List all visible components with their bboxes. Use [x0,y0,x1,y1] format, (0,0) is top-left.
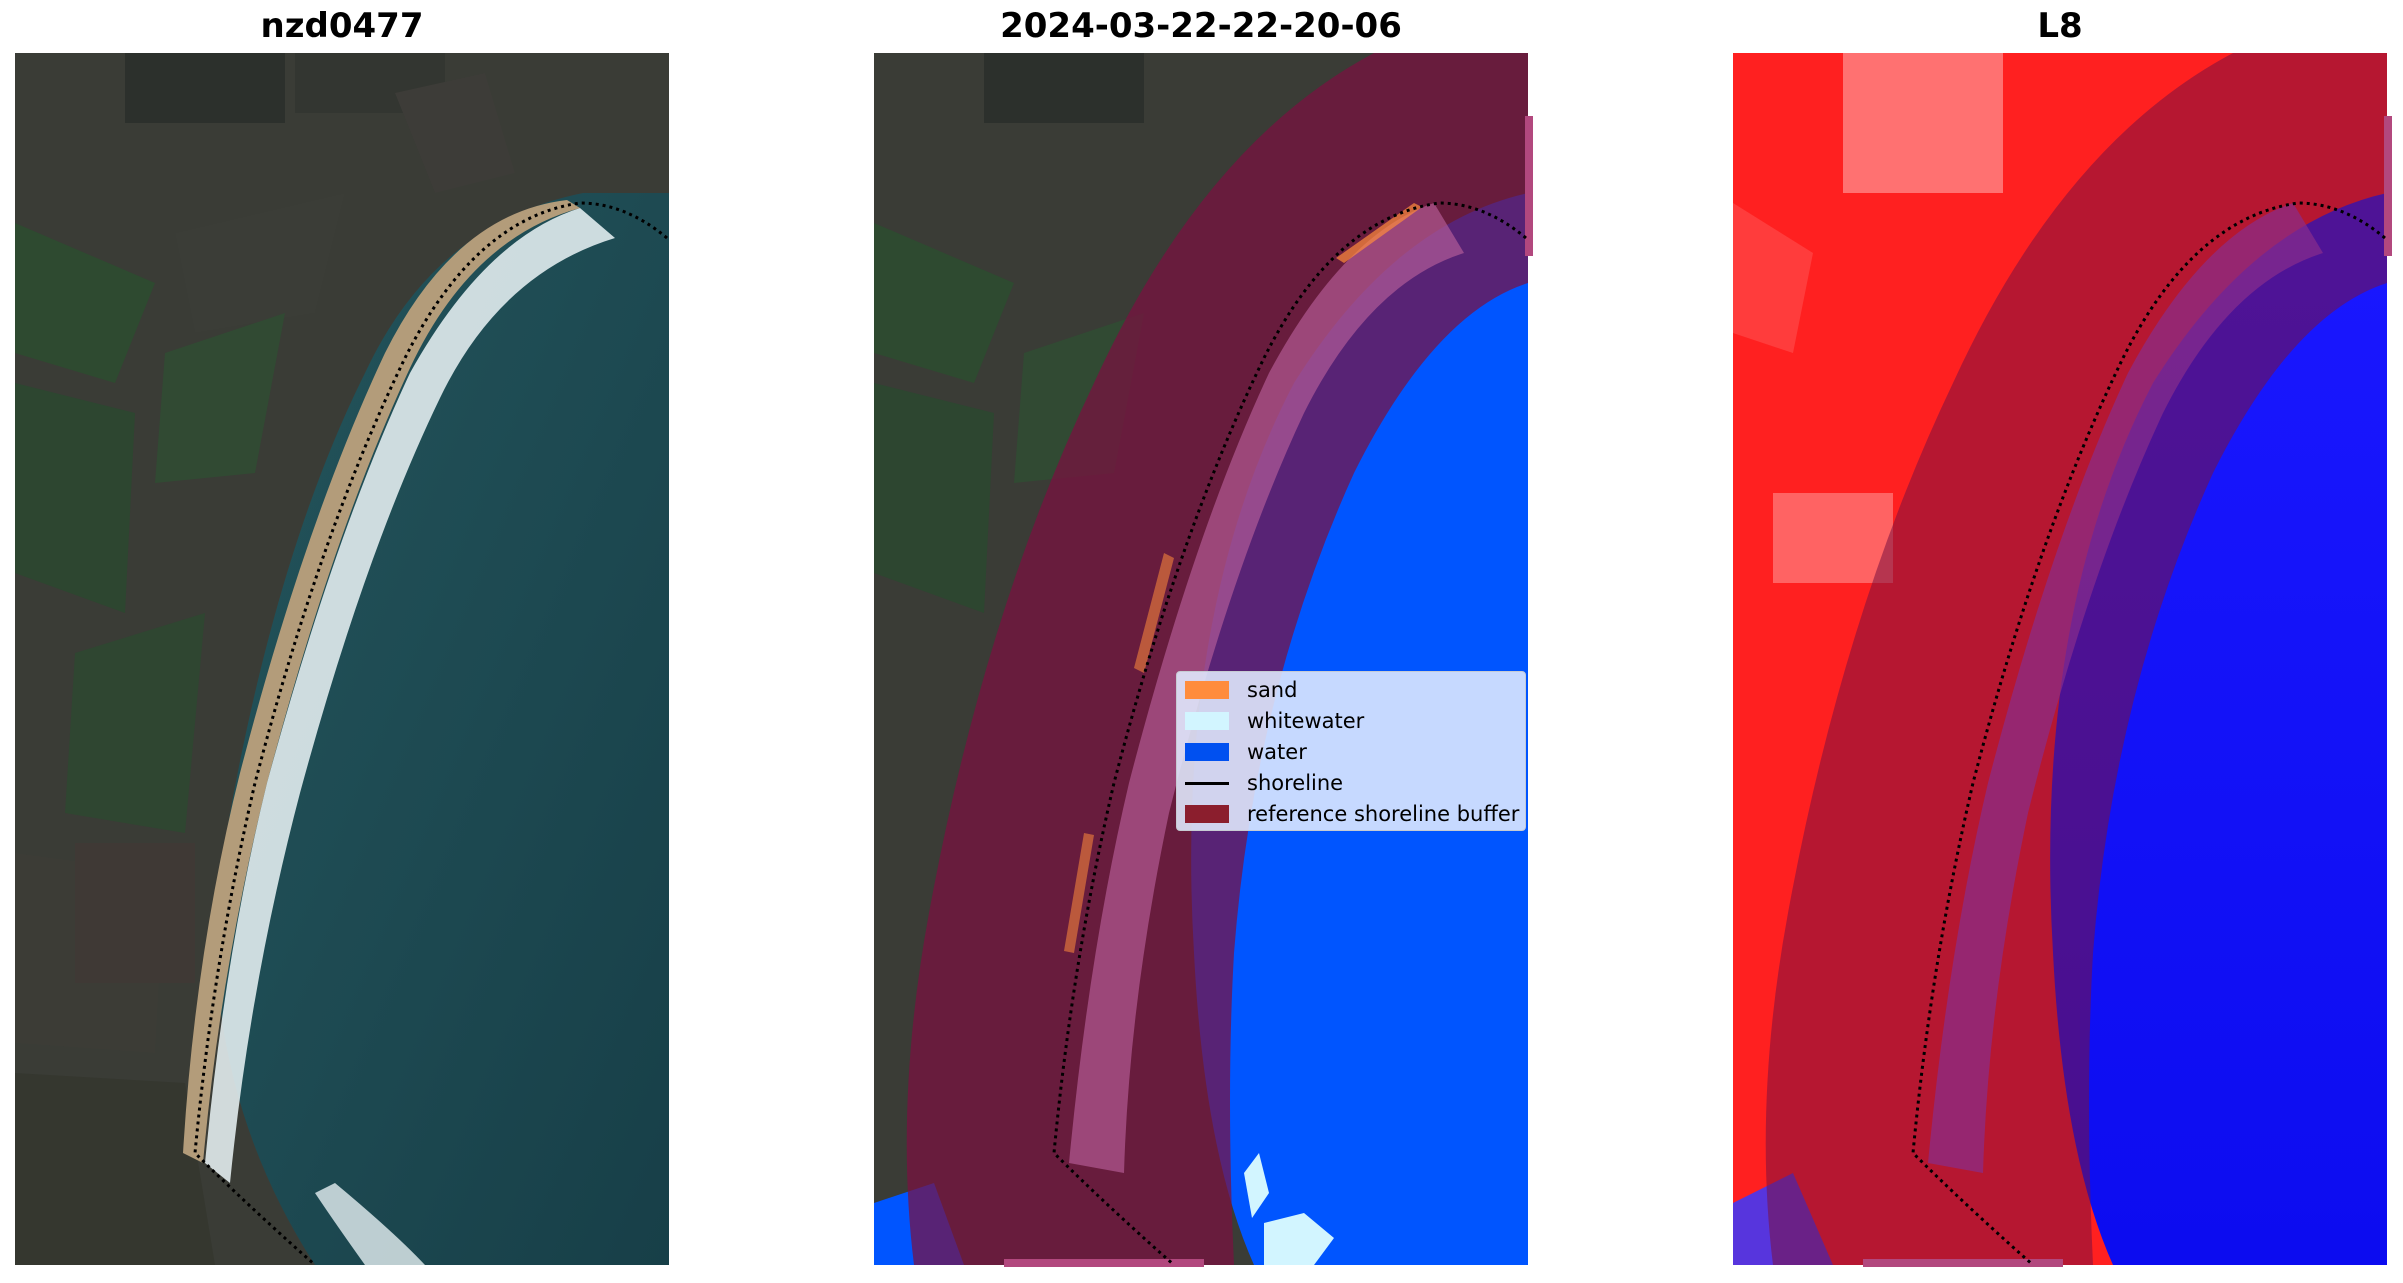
legend-item-whitewater: whitewater [1185,706,1364,736]
panel-title-rgb: nzd0477 [260,6,424,46]
legend-item-sand: sand [1185,675,1297,705]
surf-zone [315,1183,425,1265]
whitewater-class [1244,1153,1269,1218]
field [15,223,155,383]
field [75,843,195,983]
buffer-overlay [1765,53,2387,1265]
sand-class [1064,833,1094,953]
legend-label-buffer: reference shoreline buffer [1247,802,1520,826]
panel-title-index: L8 [2037,6,2083,46]
whitewater-class [1264,1213,1334,1265]
legend-line-shoreline [1185,781,1229,785]
field [125,53,285,123]
land-index-bright [1733,203,1813,353]
buffer-tab [1525,116,1533,256]
buffer-tab [1004,1259,1204,1267]
legend-item-water: water [1185,737,1307,767]
buffer-overlay [906,53,1528,1265]
buffer-tab [1863,1259,2063,1267]
sand-class [1134,553,1174,673]
field [874,223,1014,383]
buffer-inner-band [1069,203,1464,1173]
land-index-bright [1843,53,2003,193]
field [155,313,285,483]
legend-swatch-buffer [1185,805,1229,823]
field [175,193,345,333]
classification-image [874,53,1533,1267]
legend-item-shoreline: shoreline [1185,768,1343,798]
field [15,1073,215,1265]
sea [214,193,670,1265]
legend-label-whitewater: whitewater [1247,709,1365,733]
legend-item-buffer: reference shoreline buffer [1185,799,1519,829]
legend-label-shoreline: shoreline [1247,771,1344,795]
surf-zone [205,208,615,1183]
rgb-image [15,53,670,1267]
index-panel: L8 [1733,0,2392,1283]
legend-swatch-sand [1185,681,1229,699]
field [65,613,205,833]
panel-title-classification: 2024-03-22-22-20-06 [1000,6,1402,46]
legend-swatch-whitewater [1185,712,1229,730]
land-index-bright [1773,493,1893,583]
legend-swatch-water [1185,743,1229,761]
rgb-panel: nzd0477 [15,0,670,1283]
field [874,383,994,613]
field [395,73,515,193]
legend-label-water: water [1247,740,1307,764]
field [15,383,135,613]
legend: sand whitewater water shoreline referenc… [1176,671,1526,831]
sand-class [1336,203,1422,263]
index-image [1733,53,2392,1267]
legend-label-sand: sand [1247,678,1298,702]
beach-sand [183,200,580,1163]
classification-panel: 2024-03-22-22-20-06 [874,0,1533,1283]
buffer-tab [2384,116,2392,256]
field [984,53,1144,123]
